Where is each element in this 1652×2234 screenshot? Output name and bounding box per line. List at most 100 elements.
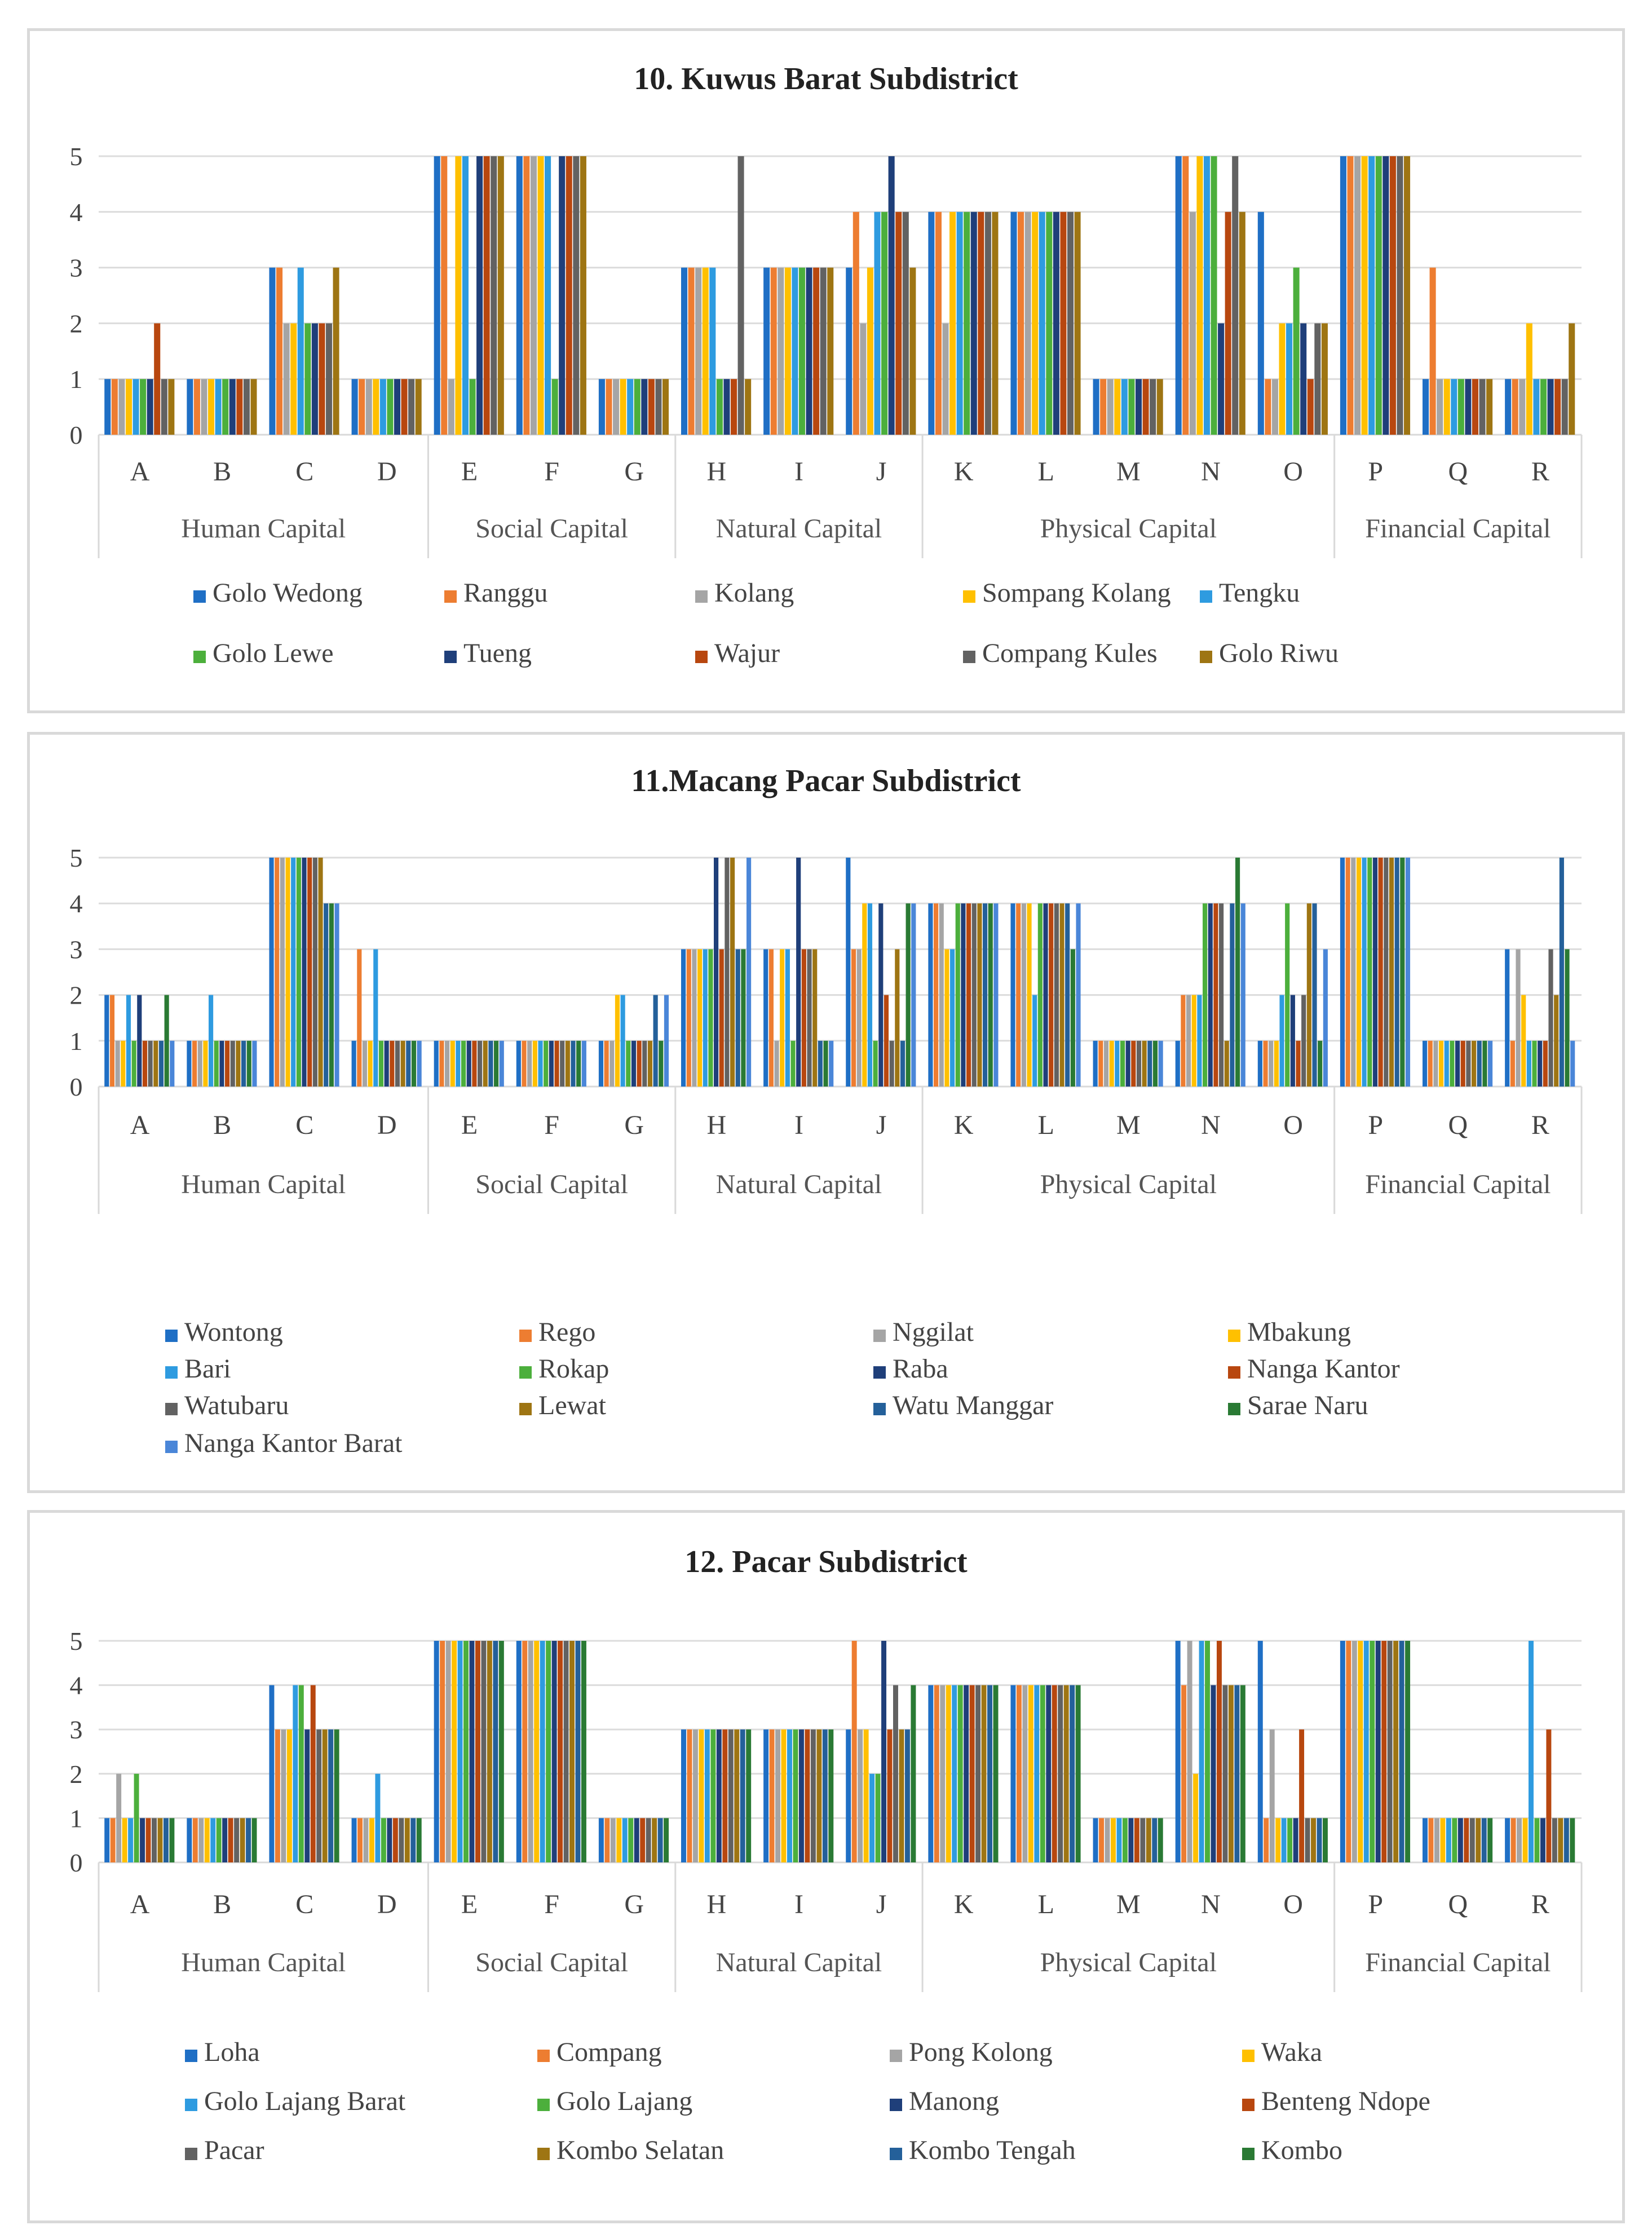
bar xyxy=(856,949,862,1087)
legend-swatch xyxy=(165,1441,178,1453)
bar xyxy=(1093,379,1099,435)
legend-label: Golo Riwu xyxy=(1219,638,1339,668)
bar xyxy=(851,949,856,1087)
x-group-label: Social Capital xyxy=(475,1948,628,1977)
bar xyxy=(170,1040,175,1087)
bar xyxy=(417,1040,422,1087)
bar xyxy=(469,379,476,435)
legend-swatch xyxy=(1200,651,1212,663)
bar xyxy=(554,1040,559,1087)
bar xyxy=(1034,1685,1040,1862)
bar xyxy=(210,1818,216,1862)
legend-label: Golo Wedong xyxy=(213,578,363,608)
bar xyxy=(1368,156,1375,435)
bar xyxy=(1075,1685,1081,1862)
bar xyxy=(1314,323,1321,435)
x-group-label: Human Capital xyxy=(181,1948,346,1977)
bar xyxy=(1128,379,1135,435)
bar xyxy=(770,267,777,435)
bar xyxy=(1481,1818,1487,1862)
x-category-label: D xyxy=(377,1110,397,1140)
bar xyxy=(1216,1641,1222,1862)
bar xyxy=(1340,858,1345,1087)
bar xyxy=(615,995,620,1087)
bar xyxy=(1465,379,1472,435)
legend-swatch xyxy=(1228,1366,1240,1379)
bar xyxy=(450,1040,455,1087)
bar xyxy=(846,267,852,435)
bar xyxy=(598,379,605,435)
bar xyxy=(681,267,688,435)
bar xyxy=(1532,1040,1537,1087)
bar xyxy=(1547,379,1554,435)
bar xyxy=(1275,1818,1281,1862)
legend-swatch xyxy=(519,1403,532,1415)
x-category-label: I xyxy=(794,457,803,487)
x-group-label: Financial Capital xyxy=(1365,1948,1551,1977)
x-category-label: A xyxy=(130,1889,150,1919)
bar xyxy=(1016,903,1021,1087)
x-category-label: N xyxy=(1201,457,1221,487)
bar xyxy=(964,211,970,435)
bar xyxy=(730,379,737,435)
bar xyxy=(1312,903,1317,1087)
bar xyxy=(1538,1040,1543,1087)
bar xyxy=(1257,1641,1263,1862)
bar xyxy=(1140,1818,1146,1862)
x-category-label: R xyxy=(1531,457,1549,487)
bar xyxy=(527,1040,532,1087)
bar xyxy=(104,995,109,1087)
bar xyxy=(1105,1818,1110,1862)
bar xyxy=(1521,995,1526,1087)
x-group-label: Natural Capital xyxy=(716,1169,882,1199)
bar xyxy=(616,1818,622,1862)
bar xyxy=(862,903,867,1087)
bar xyxy=(563,1641,569,1862)
legend-label: Golo Lajang xyxy=(556,2086,692,2116)
bar xyxy=(293,1685,298,1862)
bar xyxy=(955,903,960,1087)
bar xyxy=(627,379,634,435)
bar xyxy=(109,995,115,1087)
bar xyxy=(581,1040,586,1087)
bar xyxy=(1554,995,1559,1087)
bar xyxy=(283,323,290,435)
bar xyxy=(846,1729,851,1862)
bar xyxy=(1354,156,1361,435)
bar xyxy=(970,211,977,435)
bar xyxy=(1156,379,1163,435)
bar xyxy=(472,1040,477,1087)
legend-swatch xyxy=(519,1330,532,1342)
bar xyxy=(1269,1040,1274,1087)
bar xyxy=(1199,1641,1204,1862)
bar xyxy=(538,1040,543,1087)
legend-label: Lewat xyxy=(538,1390,607,1420)
bar xyxy=(410,1818,416,1862)
bar xyxy=(1296,1040,1301,1087)
bar xyxy=(634,1818,639,1862)
bar xyxy=(243,379,250,435)
bar xyxy=(452,1641,457,1862)
bar xyxy=(823,1040,828,1087)
bar xyxy=(476,156,483,435)
bar xyxy=(702,267,709,435)
bar xyxy=(716,379,723,435)
bar xyxy=(1110,1818,1116,1862)
bar xyxy=(657,1818,663,1862)
y-tick-label: 3 xyxy=(70,1715,83,1744)
x-category-label: K xyxy=(954,1110,974,1140)
bar xyxy=(516,1641,522,1862)
bar xyxy=(359,379,365,435)
y-tick-label: 1 xyxy=(70,365,83,394)
bar xyxy=(992,211,999,435)
bar xyxy=(1114,379,1121,435)
legend-label: Nanga Kantor Barat xyxy=(184,1428,403,1458)
bar xyxy=(203,1040,208,1087)
bar xyxy=(604,1040,609,1087)
bar xyxy=(1197,995,1202,1087)
bar xyxy=(858,1729,863,1862)
legend-swatch xyxy=(695,590,708,603)
x-group-label: Physical Capital xyxy=(1040,1169,1217,1199)
legend-swatch xyxy=(444,590,457,603)
bar xyxy=(956,211,963,435)
